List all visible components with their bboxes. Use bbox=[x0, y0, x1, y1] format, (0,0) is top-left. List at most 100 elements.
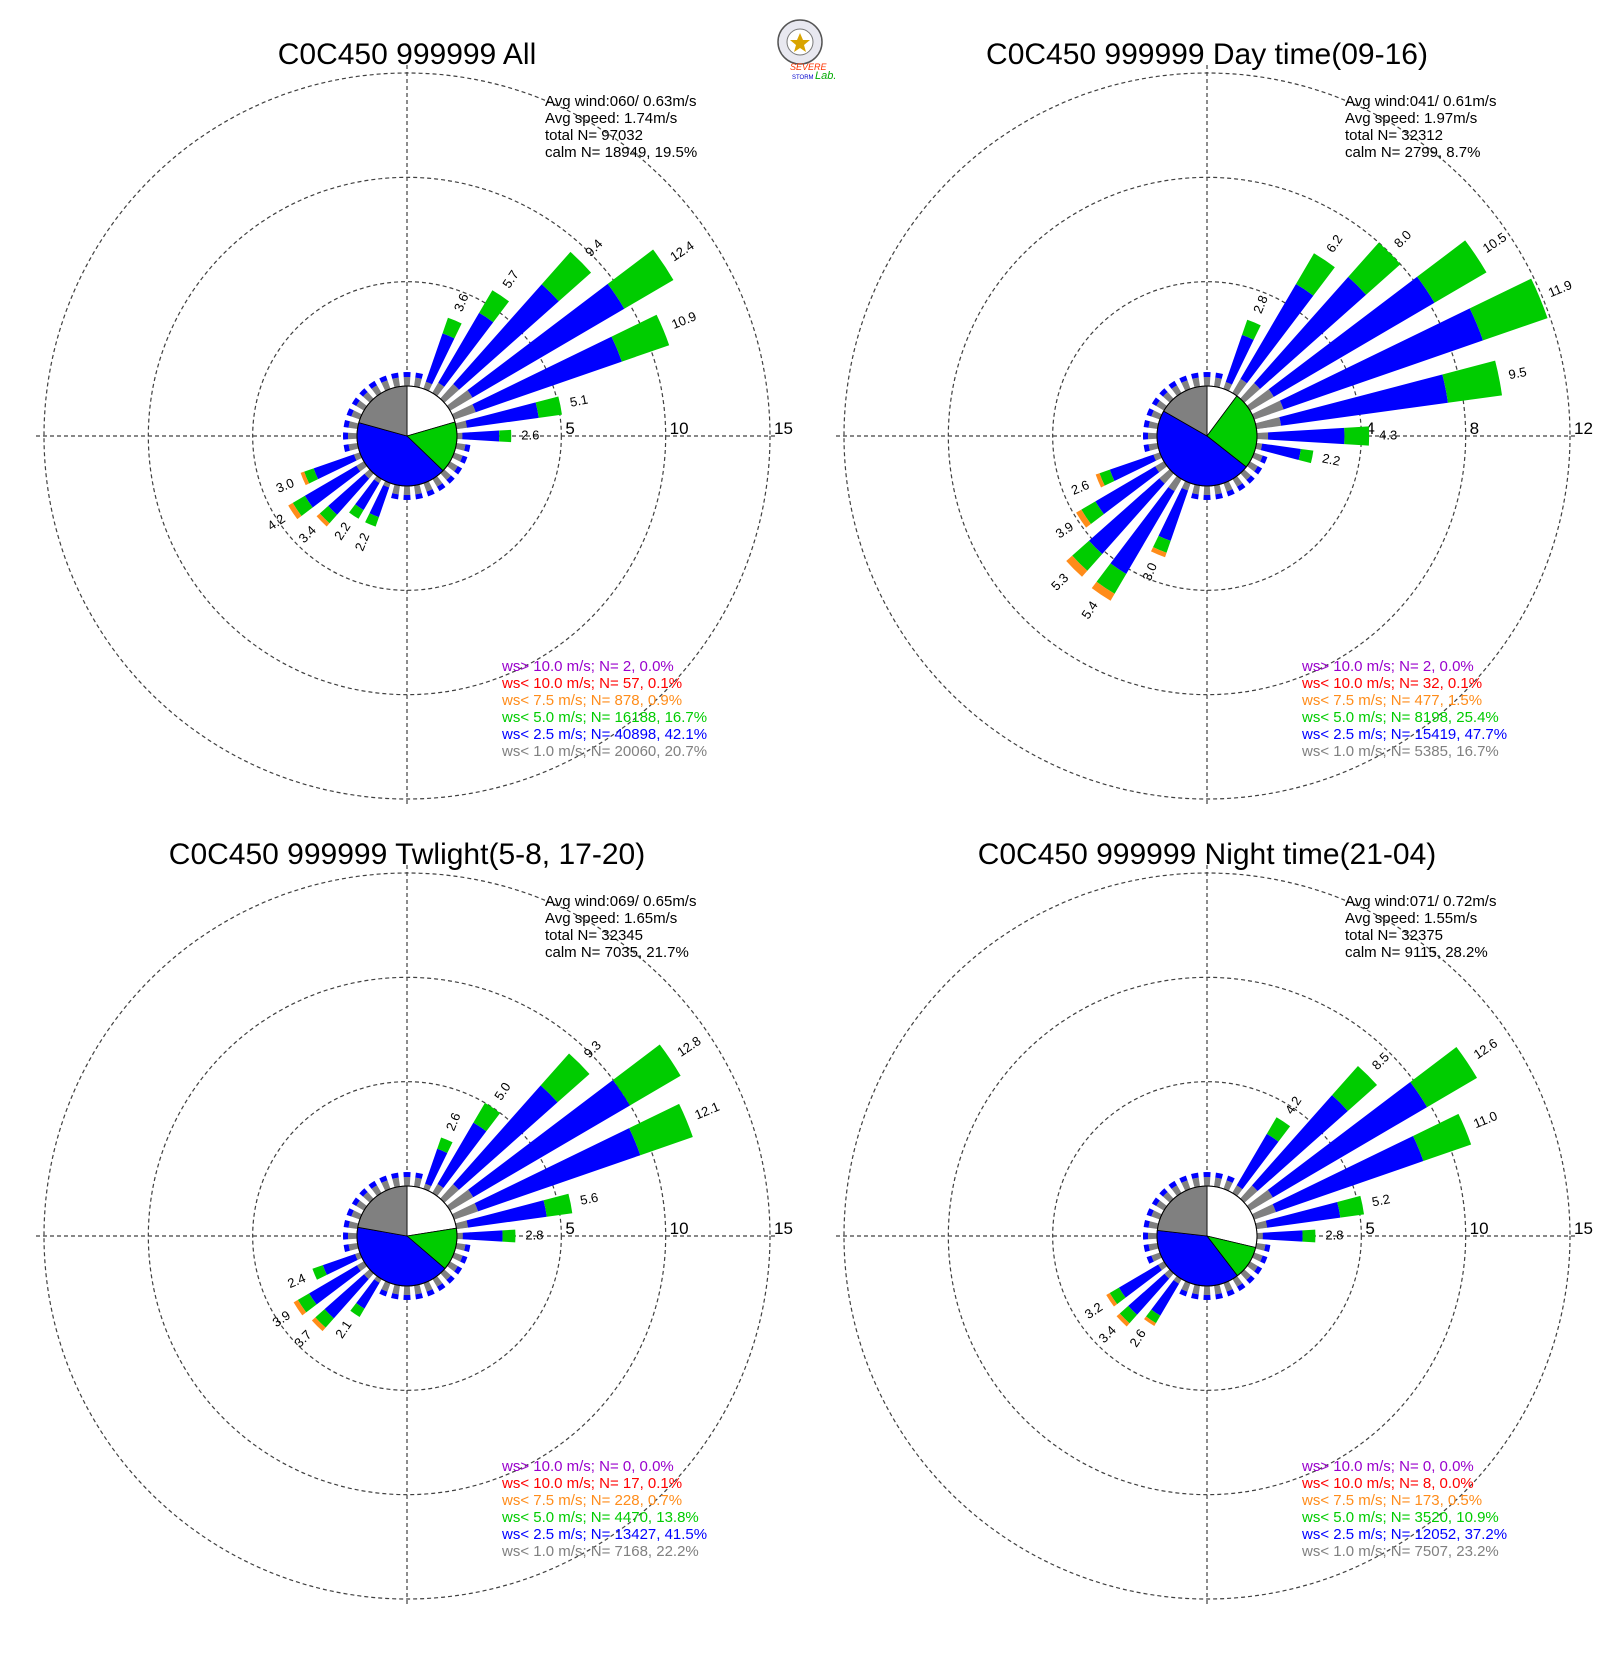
stub-blue-bar bbox=[1151, 397, 1160, 407]
stub-gray-bar bbox=[348, 1232, 358, 1240]
bar-value-label: 2.2 bbox=[331, 519, 354, 542]
bar-value-label: 11.9 bbox=[1546, 277, 1574, 300]
bar-segment-lt5 bbox=[1337, 1195, 1365, 1218]
ring-circle bbox=[947, 976, 1467, 1496]
bar-segment-lt1 bbox=[1251, 400, 1284, 420]
bar-segment-lt1 bbox=[1246, 389, 1274, 411]
bar-segment-lt2_5 bbox=[1118, 1264, 1162, 1298]
bar-segment-lt1 bbox=[1159, 469, 1174, 484]
stub-blue-bar bbox=[379, 1289, 388, 1297]
stub-gray-bar bbox=[1223, 1281, 1233, 1292]
sector-bar: 3.0 bbox=[274, 452, 363, 496]
bar-segment-lt2_5 bbox=[1260, 443, 1301, 460]
legend-entry: ws< 1.0 m/s; N= 7507, 23.2% bbox=[1301, 1543, 1499, 1560]
stub-blue-bar bbox=[1146, 1208, 1154, 1217]
sector-bar: 5.1 bbox=[455, 392, 589, 430]
center-pie bbox=[356, 385, 458, 487]
stub-gray-bar bbox=[356, 1200, 368, 1211]
bar-segment-lt2_5 bbox=[1251, 1095, 1348, 1192]
stub-gray-bar bbox=[392, 377, 400, 388]
bar-segment-lt2_5 bbox=[328, 473, 370, 515]
stub-gray-bar bbox=[1148, 432, 1158, 440]
bar-value-label: 3.9 bbox=[1053, 519, 1076, 542]
ring-label: 5 bbox=[1365, 1219, 1374, 1238]
bar-segment-lt5 bbox=[1266, 1117, 1291, 1142]
stub-gray-bar bbox=[1171, 1185, 1182, 1197]
bar-value-label: 5.4 bbox=[1078, 598, 1101, 621]
stub-gray-bar bbox=[414, 377, 422, 388]
stub-gray-bar bbox=[381, 1281, 391, 1292]
bar-segment-lt5 bbox=[1242, 319, 1261, 340]
stats-line: Avg speed: 1.65m/s bbox=[545, 910, 677, 927]
sector-bar: 3.2 bbox=[1082, 1261, 1168, 1322]
legend-entry: ws> 10.0 m/s; N= 0, 0.0% bbox=[501, 1458, 674, 1475]
bar-segment-lt2_5 bbox=[462, 1230, 503, 1242]
bar-value-label: 9.4 bbox=[582, 236, 605, 259]
stub-gray-bar bbox=[452, 452, 463, 462]
ring-circle bbox=[1052, 1081, 1362, 1391]
stub-blue-bar bbox=[343, 1232, 349, 1240]
bar-segment-lt5 bbox=[629, 1103, 693, 1156]
bar-segment-lt5 bbox=[315, 1309, 334, 1328]
stub-blue-bar bbox=[346, 1208, 354, 1217]
stub-gray-bar bbox=[1223, 481, 1233, 492]
sector-bar: 6.2 bbox=[1232, 232, 1346, 397]
stub-gray-bar bbox=[1240, 1269, 1251, 1280]
bar-segment-lt2_5 bbox=[1095, 466, 1160, 515]
stub-gray-bar bbox=[1148, 443, 1159, 451]
ring-label: 10 bbox=[1470, 1219, 1489, 1238]
bar-value-label: 3.4 bbox=[296, 523, 319, 546]
stats-line: Avg speed: 1.55m/s bbox=[1345, 910, 1477, 927]
stub-gray-bar bbox=[392, 1177, 400, 1188]
center-pie bbox=[1156, 385, 1258, 487]
stub-gray-bar bbox=[403, 1177, 411, 1187]
bar-segment-lt2_5 bbox=[1268, 427, 1345, 445]
bar-segment-lt5 bbox=[1109, 1287, 1126, 1305]
legend-entry: ws< 7.5 m/s; N= 228, 0.7% bbox=[501, 1492, 682, 1509]
ring-label: 5 bbox=[565, 419, 574, 438]
sector-bar: 2.6 bbox=[1126, 1275, 1182, 1350]
stub-blue-bar bbox=[1226, 489, 1235, 497]
bar-segment-lt5 bbox=[1072, 540, 1103, 571]
bar-segment-lt1 bbox=[1232, 1185, 1243, 1197]
stub-blue-bar bbox=[359, 388, 368, 397]
stub-blue-bar bbox=[351, 397, 360, 407]
bar-segment-lt2_5 bbox=[437, 1122, 487, 1188]
stub-blue-bar bbox=[1143, 432, 1149, 440]
bar-segment-lt1 bbox=[1256, 1232, 1263, 1240]
bar-value-label: 2.4 bbox=[285, 1270, 307, 1291]
legend-entry: ws< 5.0 m/s; N= 16188, 16.7% bbox=[501, 709, 707, 726]
stub-gray-bar bbox=[440, 469, 451, 480]
bar-segment-lt5 bbox=[502, 1229, 516, 1243]
stub-blue-bar bbox=[1226, 1289, 1235, 1297]
bar-segment-lt1 bbox=[1251, 1204, 1276, 1220]
bar-segment-lt2_5 bbox=[313, 454, 357, 480]
bar-value-label: 12.1 bbox=[692, 1099, 721, 1123]
stub-blue-bar bbox=[403, 1171, 411, 1178]
wind-rose-panel-2: C0C450 999999 Day time(09-16)4 8 122.86.2 8… bbox=[836, 38, 1593, 807]
bar-segment-lt1 bbox=[1168, 475, 1182, 492]
stub-blue-bar bbox=[1159, 1188, 1168, 1197]
stub-gray-bar bbox=[414, 484, 422, 495]
sector-bar: 5.6 bbox=[455, 1190, 599, 1230]
legend-entry: ws> 10.0 m/s; N= 2, 0.0% bbox=[1301, 658, 1474, 675]
bar-segment-lt1 bbox=[1173, 1275, 1182, 1284]
sector-bar: 4.2 bbox=[264, 461, 368, 533]
stub-blue-bar bbox=[403, 1294, 411, 1301]
legend-entry: ws< 10.0 m/s; N= 17, 0.1% bbox=[501, 1475, 682, 1492]
bar-value-label: 12.8 bbox=[674, 1033, 703, 1060]
stub-gray-bar bbox=[1203, 376, 1211, 387]
bar-segment-lt1 bbox=[1246, 1189, 1273, 1211]
bar-segment-lt2_5 bbox=[467, 283, 625, 398]
sector-bar: 2.2 bbox=[352, 480, 391, 553]
severe-storm-lab-logo: SEVERE STORM Lab. bbox=[777, 19, 836, 82]
bar-segment-lt2_5 bbox=[309, 1265, 361, 1305]
stub-blue-bar bbox=[1264, 1244, 1271, 1252]
bar-value-label: 3.0 bbox=[1139, 560, 1160, 582]
stub-gray-bar bbox=[455, 1243, 466, 1251]
logo-star-icon bbox=[790, 33, 810, 52]
bar-value-label: 3.2 bbox=[1082, 1299, 1105, 1322]
stub-gray-bar bbox=[1214, 377, 1222, 388]
